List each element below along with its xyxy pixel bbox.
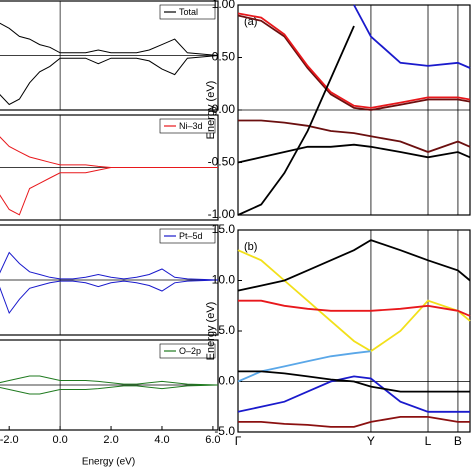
series-line <box>0 22 219 56</box>
y-tick-label: 1.00 <box>212 0 236 11</box>
series-line <box>237 375 470 413</box>
y-tick-label: -1.00 <box>208 207 236 221</box>
plot-frame <box>237 229 471 433</box>
y-tick-label: 0.50 <box>212 50 236 64</box>
y-tick-label: -0.50 <box>208 155 236 169</box>
x-tick-label: 4.0 <box>154 434 169 446</box>
series-line <box>237 239 471 292</box>
legend-box <box>159 4 216 20</box>
series-line <box>0 167 218 216</box>
y-tick-label: 15.0 <box>212 222 236 236</box>
series-line <box>238 370 470 393</box>
series-line <box>237 25 355 216</box>
x-tick-label: -2.0 <box>0 434 19 446</box>
legend-label: O–2p <box>179 346 201 356</box>
series-line <box>237 12 471 109</box>
series-line <box>0 384 219 395</box>
series-line <box>353 4 471 69</box>
y-tick-label: 0.0 <box>218 374 235 388</box>
y-tick-label: -5.0 <box>214 424 235 438</box>
x-tick-label: B <box>454 434 462 448</box>
y-axis-label: Energy (eV) <box>205 302 217 361</box>
series-line <box>0 279 219 315</box>
x-tick-label: Γ <box>235 434 242 448</box>
legend-box <box>159 343 216 359</box>
x-tick-label: Y <box>367 434 375 448</box>
legend-label: Ni–3d <box>179 121 203 131</box>
y-tick-label: 10.0 <box>212 273 236 287</box>
x-tick-label: L <box>425 434 432 448</box>
x-tick-label: 2.0 <box>103 434 118 446</box>
y-tick-label: 5.0 <box>218 323 235 337</box>
series-line <box>238 299 471 317</box>
panel-label: (b) <box>244 241 257 253</box>
legend-box <box>159 118 216 134</box>
series-line <box>237 143 471 164</box>
legend-label: Total <box>179 7 198 17</box>
y-tick-label: 0.00 <box>212 102 236 116</box>
series-line <box>237 249 471 353</box>
legend-label: Pt–5d <box>179 231 203 241</box>
series-line <box>237 14 471 111</box>
series-line <box>0 375 219 386</box>
series-line <box>0 55 219 106</box>
series-line <box>238 416 470 428</box>
x-tick-label: 6.0 <box>205 434 220 446</box>
x-tick-label: 0.0 <box>52 434 67 446</box>
legend-box <box>159 228 216 244</box>
series-line <box>0 251 219 281</box>
series-line <box>238 119 471 153</box>
x-axis-label: Energy (eV) <box>82 457 135 468</box>
y-axis-label: Energy (eV) <box>205 81 217 140</box>
series-line <box>0 136 218 168</box>
